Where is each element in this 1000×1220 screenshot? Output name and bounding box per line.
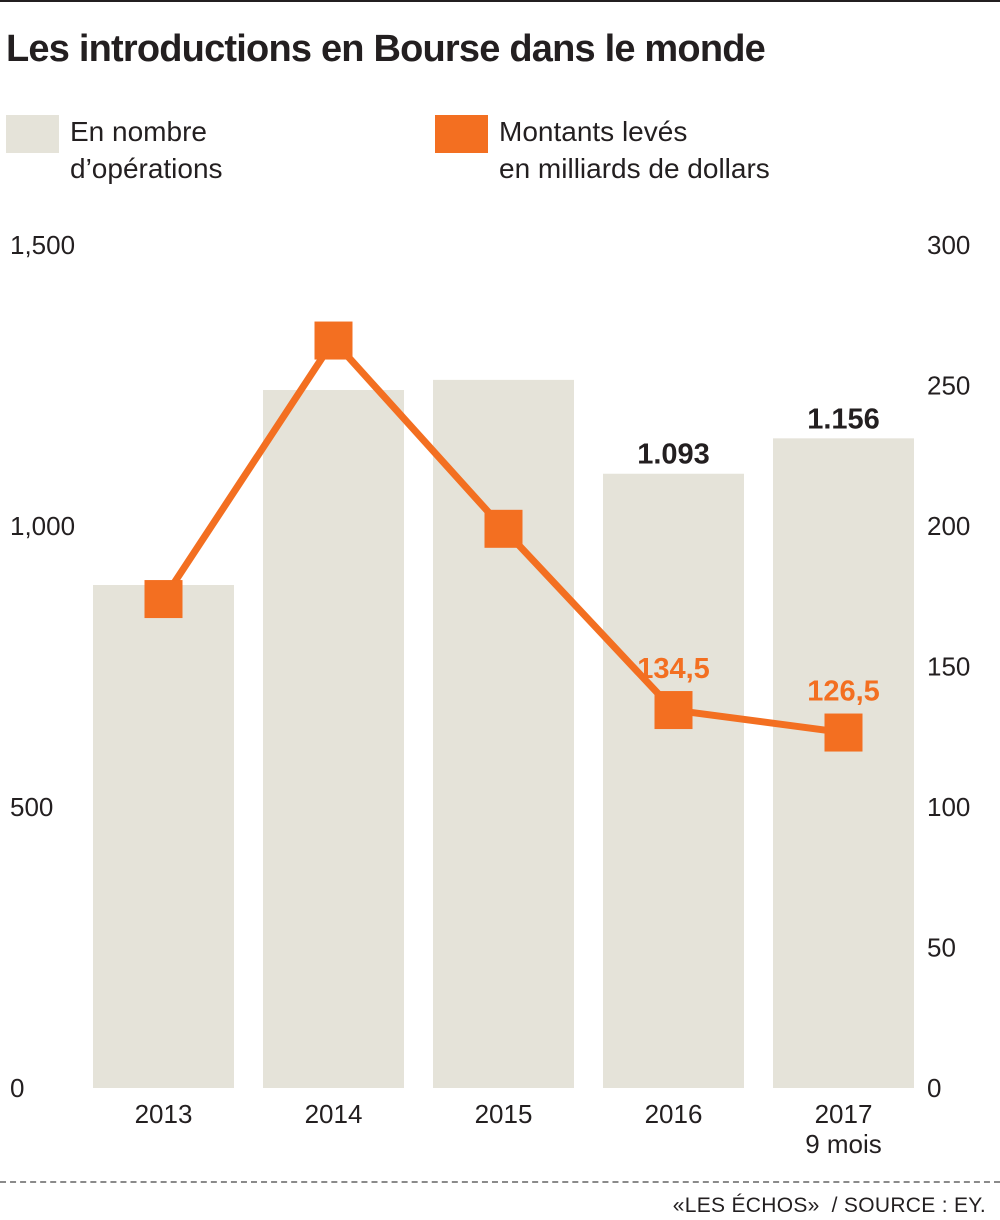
- line-layer: [144, 321, 863, 752]
- right-tick-label: 150: [927, 652, 970, 682]
- right-tick-label: 300: [927, 230, 970, 260]
- x-tick-label: 2013: [135, 1099, 193, 1129]
- x-tick-label: 2016: [645, 1099, 703, 1129]
- legend-bars-swatch: [6, 115, 59, 153]
- legend-bars-label: En nombre d’opérations: [70, 116, 223, 184]
- bar-1: [263, 389, 404, 1089]
- line-marker-2: [484, 509, 523, 548]
- left-axis-ticks: 0 500 1,000 1,500: [10, 230, 75, 1103]
- bar-0: [93, 585, 234, 1088]
- line-marker-4: [824, 713, 863, 752]
- right-tick-label: 0: [927, 1073, 941, 1103]
- left-tick-label: 500: [10, 792, 53, 822]
- right-tick-label: 200: [927, 511, 970, 541]
- right-tick-label: 50: [927, 933, 956, 963]
- bar-3: [603, 473, 744, 1088]
- bar-4: [773, 438, 914, 1088]
- left-tick-label: 0: [10, 1073, 24, 1103]
- line-data-label: 126,5: [807, 676, 880, 708]
- right-tick-label: 250: [927, 371, 970, 401]
- line-marker-0: [144, 580, 183, 619]
- top-rule: [0, 0, 1000, 2]
- bar-data-label: 1.093: [637, 439, 710, 471]
- footer-credit: «LES ÉCHOS» / SOURCE : EY.: [673, 1194, 986, 1218]
- line-marker-3: [654, 691, 693, 730]
- publisher-credit: «LES ÉCHOS»: [672, 1194, 820, 1217]
- data-labels-layer: 1.093 1.156 134,5 126,5: [637, 403, 880, 707]
- left-tick-label: 1,500: [10, 230, 75, 260]
- bar-data-label: 1.156: [807, 403, 880, 435]
- bars-layer: [93, 379, 914, 1089]
- left-tick-label: 1,000: [10, 511, 75, 541]
- chart-title: Les introductions en Bourse dans le mond…: [6, 28, 766, 70]
- bar-2: [433, 379, 574, 1088]
- right-tick-label: 100: [927, 792, 970, 822]
- x-tick-label: 9 mois: [805, 1129, 882, 1159]
- source-credit: / SOURCE : EY.: [831, 1194, 986, 1217]
- line-marker-1: [314, 321, 353, 360]
- legend-line-swatch: [435, 115, 488, 153]
- right-axis-ticks: 0 50 100 150 200 250 300: [927, 230, 970, 1103]
- legend-line-label: Montants levés en milliards de dollars: [499, 116, 770, 184]
- footer-divider: [0, 1181, 1000, 1183]
- line-data-label: 134,5: [637, 653, 710, 685]
- x-tick-label: 2014: [305, 1099, 363, 1129]
- x-tick-label: 2015: [475, 1099, 533, 1129]
- x-tick-label: 2017: [815, 1099, 873, 1129]
